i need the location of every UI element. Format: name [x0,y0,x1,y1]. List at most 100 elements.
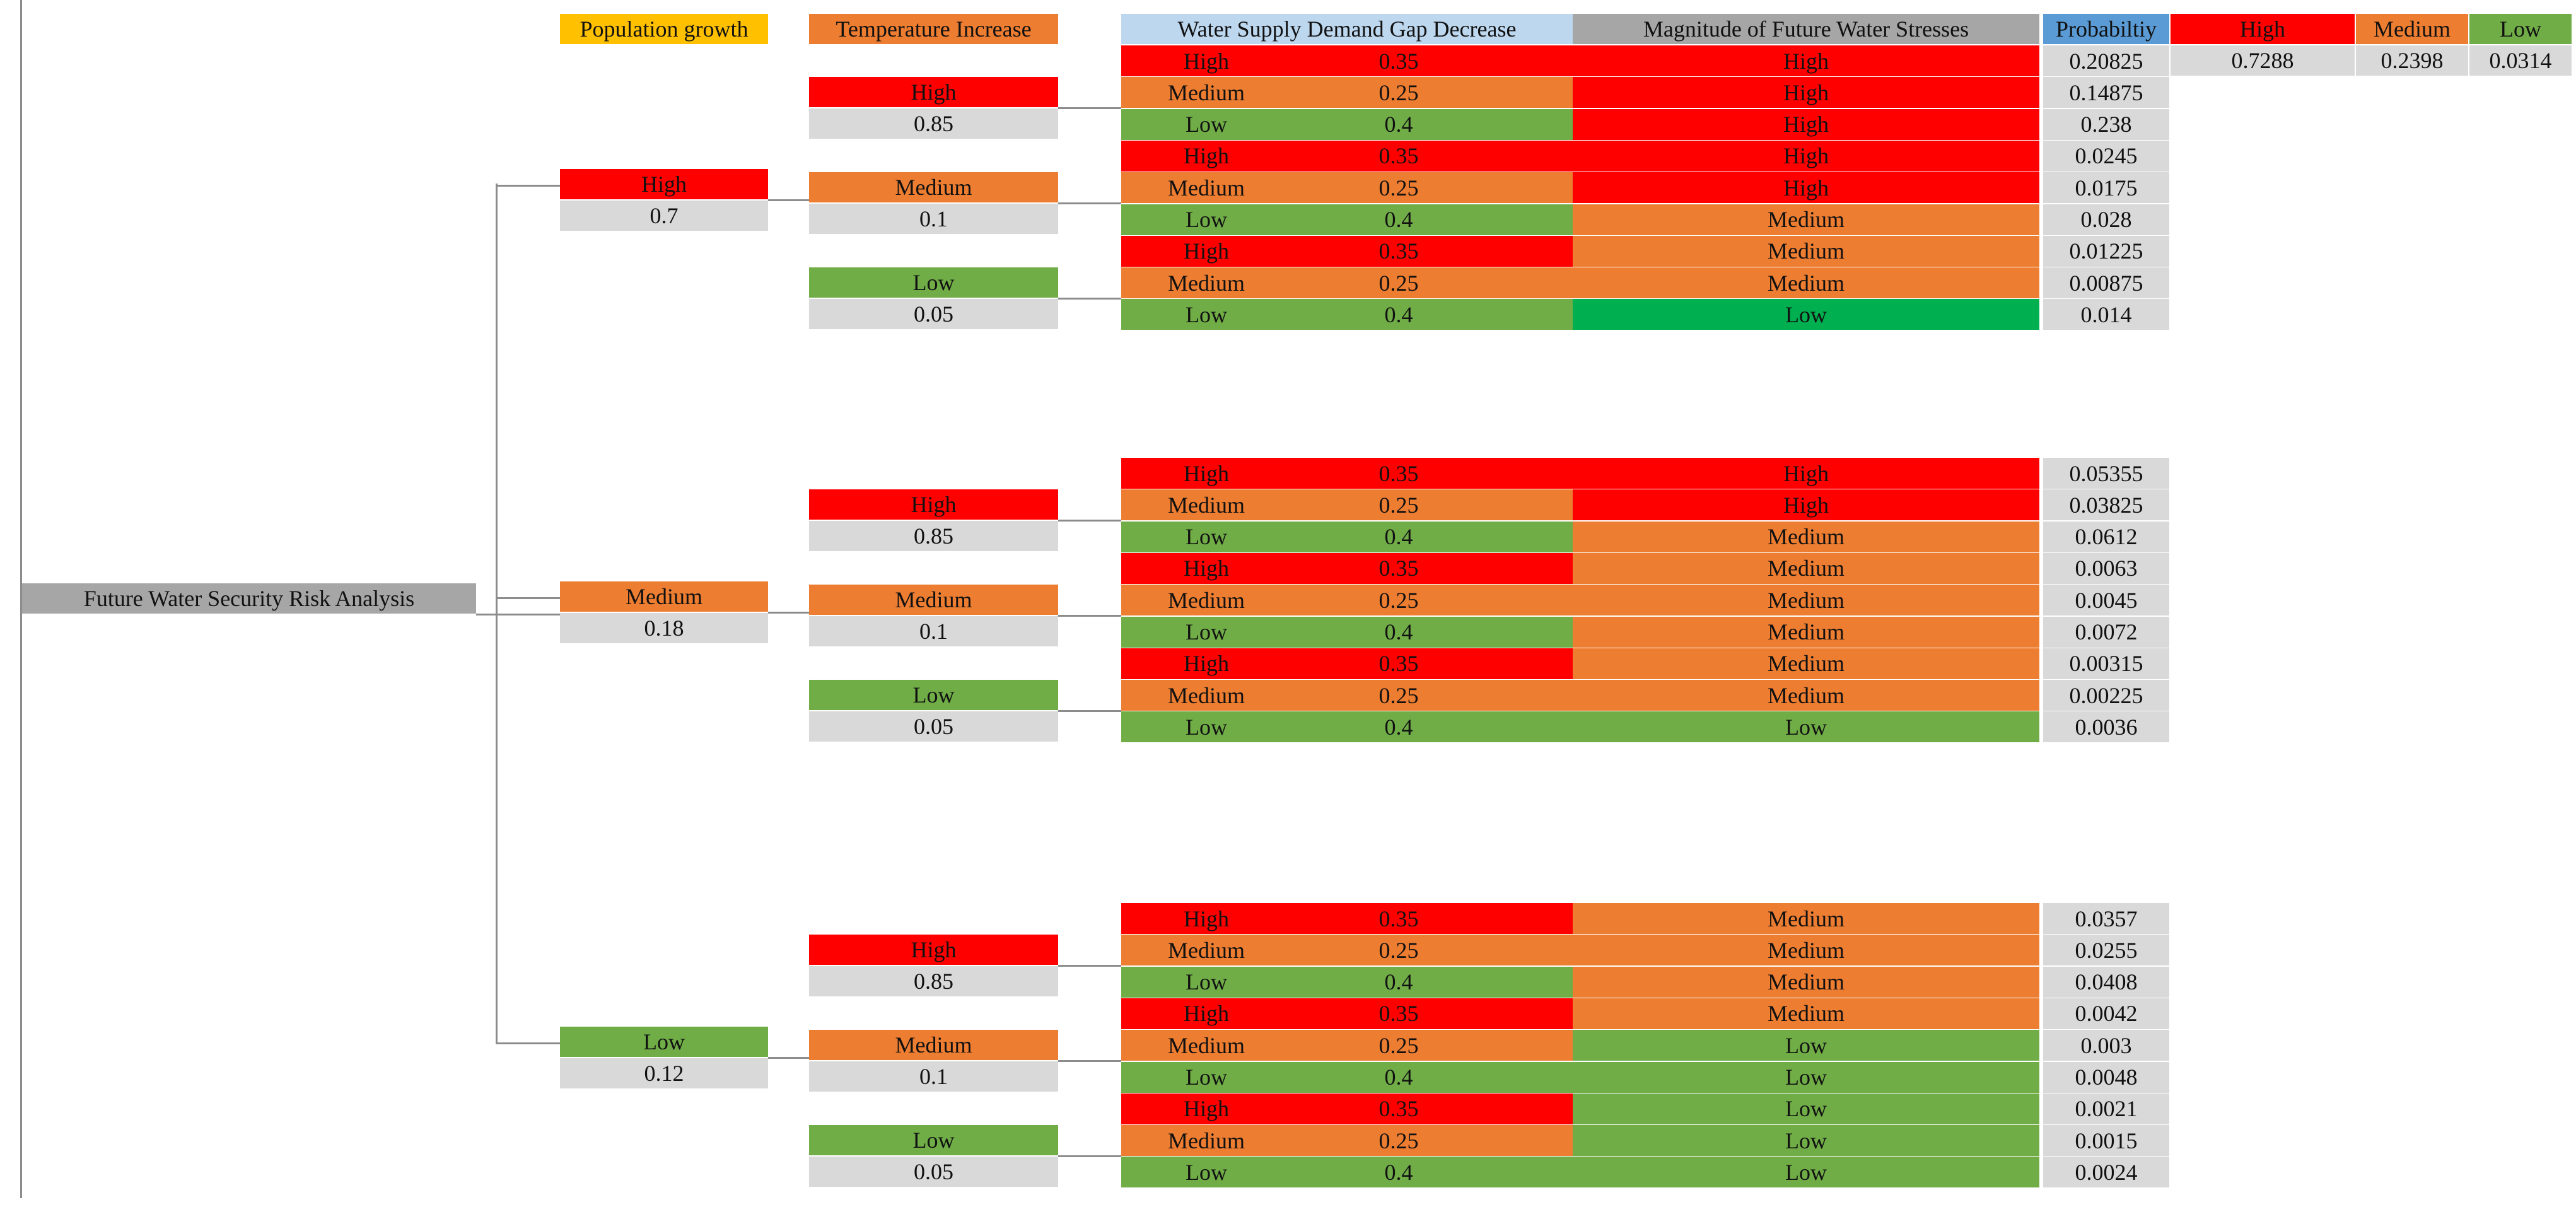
probability-cell: 0.238 [2043,108,2169,140]
gap-cell-high: High 0.35 [1121,140,1573,172]
header-magnitude-water-stresses: Magnitude of Future Water Stresses [1573,14,2039,44]
probability-cell: 0.0175 [2043,172,2169,204]
magnitude-cell-medium: Medium [1573,267,2039,299]
probability-cell: 0.0024 [2043,1157,2169,1188]
probability-cell: 0.0036 [2043,711,2169,743]
temperature-probability: 0.1 [809,204,1058,235]
magnitude-cell-high: High [1573,45,2039,76]
population-probability: 0.18 [560,613,768,644]
gap-level-label: Medium [1168,175,1245,201]
pop-temp-line-2 [768,1057,809,1059]
temperature-node-high: High [809,77,1058,108]
probability-cell: 0.0021 [2043,1093,2169,1124]
gap-cell-medium: Medium 0.25 [1121,935,1573,966]
probability-cell: 0.0357 [2043,903,2169,934]
temp-gap-line-0-0 [1058,107,1121,110]
temp-gap-line-1-2 [1058,710,1121,713]
probability-cell: 0.0245 [2043,140,2169,172]
population-node-high: High [560,169,768,200]
gap-level-label: Medium [1168,1032,1245,1058]
gap-cell-high: High 0.35 [1121,648,1573,679]
temp-gap-line-2-2 [1058,1155,1121,1158]
gap-cell-low: Low 0.4 [1121,1061,1573,1093]
header-population-growth: Population growth [560,14,768,44]
magnitude-cell-medium: Medium [1573,935,2039,966]
gap-level-probability: 0.35 [1378,1001,1419,1027]
gap-level-probability: 0.35 [1378,48,1419,74]
temperature-node-high: High [809,489,1058,520]
probability-cell: 0.00875 [2043,267,2169,299]
summary-medium-value: 0.2398 [2356,45,2468,76]
gap-cell-low: Low 0.4 [1121,616,1573,648]
gap-level-label: Low [1186,207,1227,232]
magnitude-cell-low: Low [1573,1093,2039,1124]
gap-level-probability: 0.4 [1384,969,1413,995]
probability-cell: 0.0255 [2043,935,2169,966]
gap-level-probability: 0.35 [1378,906,1419,931]
probability-cell: 0.03825 [2043,489,2169,521]
gap-cell-medium: Medium 0.25 [1121,77,1573,108]
probability-cell: 0.00315 [2043,648,2169,679]
gap-level-label: Low [1186,969,1227,995]
magnitude-cell-high: High [1573,458,2039,489]
population-branch-line-1 [496,597,560,599]
gap-level-label: Medium [1168,492,1245,518]
header-water-supply-demand-gap: Water Supply Demand Gap Decrease [1121,14,1573,44]
gap-level-probability: 0.35 [1378,238,1419,264]
magnitude-cell-medium: Medium [1573,648,2039,679]
temperature-node-low: Low [809,267,1058,298]
gap-cell-medium: Medium 0.25 [1121,1030,1573,1061]
gap-level-label: High [1184,906,1229,931]
probability-cell: 0.00225 [2043,680,2169,711]
magnitude-cell-medium: Medium [1573,616,2039,648]
magnitude-cell-low: Low [1573,711,2039,743]
magnitude-cell-high: High [1573,77,2039,108]
temperature-node-low: Low [809,1125,1058,1156]
gap-cell-medium: Medium 0.25 [1121,489,1573,521]
temp-gap-line-2-0 [1058,965,1121,967]
magnitude-cell-medium: Medium [1573,998,2039,1029]
gap-cell-medium: Medium 0.25 [1121,267,1573,299]
gap-level-probability: 0.35 [1378,460,1419,486]
probability-cell: 0.0048 [2043,1061,2169,1093]
magnitude-cell-medium: Medium [1573,903,2039,934]
gap-cell-high: High 0.35 [1121,235,1573,267]
summary-low-value: 0.0314 [2469,45,2572,76]
gap-level-probability: 0.25 [1378,175,1419,201]
temperature-probability: 0.85 [809,521,1058,552]
temperature-node-high: High [809,935,1058,965]
population-branch-line-0 [496,184,560,187]
probability-cell: 0.20825 [2043,45,2169,76]
magnitude-cell-medium: Medium [1573,235,2039,267]
population-probability: 0.7 [560,201,768,231]
population-node-medium: Medium [560,581,768,612]
temperature-probability: 0.85 [809,966,1058,997]
gap-cell-high: High 0.35 [1121,45,1573,76]
magnitude-cell-medium: Medium [1573,521,2039,552]
gap-level-label: Medium [1168,79,1245,105]
temp-gap-line-2-1 [1058,1060,1121,1063]
magnitude-cell-medium: Medium [1573,204,2039,235]
temperature-probability: 0.85 [809,108,1058,139]
gap-level-probability: 0.25 [1378,270,1419,296]
temp-gap-line-0-1 [1058,202,1121,205]
temperature-node-medium: Medium [809,1030,1058,1061]
gap-level-label: High [1184,238,1229,264]
gap-cell-high: High 0.35 [1121,552,1573,584]
gap-level-probability: 0.4 [1384,112,1413,137]
gap-level-label: Medium [1168,1128,1245,1153]
gap-level-probability: 0.35 [1378,556,1419,581]
magnitude-cell-low: Low [1573,1125,2039,1157]
gap-level-label: Medium [1168,587,1245,613]
gap-cell-low: Low 0.4 [1121,521,1573,552]
gap-level-label: Low [1186,619,1227,644]
population-branch-line-2 [496,1042,560,1044]
probability-cell: 0.0045 [2043,585,2169,616]
gap-level-probability: 0.4 [1384,1159,1413,1185]
gap-level-probability: 0.4 [1384,207,1413,232]
probability-cell: 0.0408 [2043,966,2169,998]
summary-medium-label: Medium [2356,14,2468,44]
gap-level-probability: 0.4 [1384,619,1413,644]
gap-cell-low: Low 0.4 [1121,299,1573,330]
